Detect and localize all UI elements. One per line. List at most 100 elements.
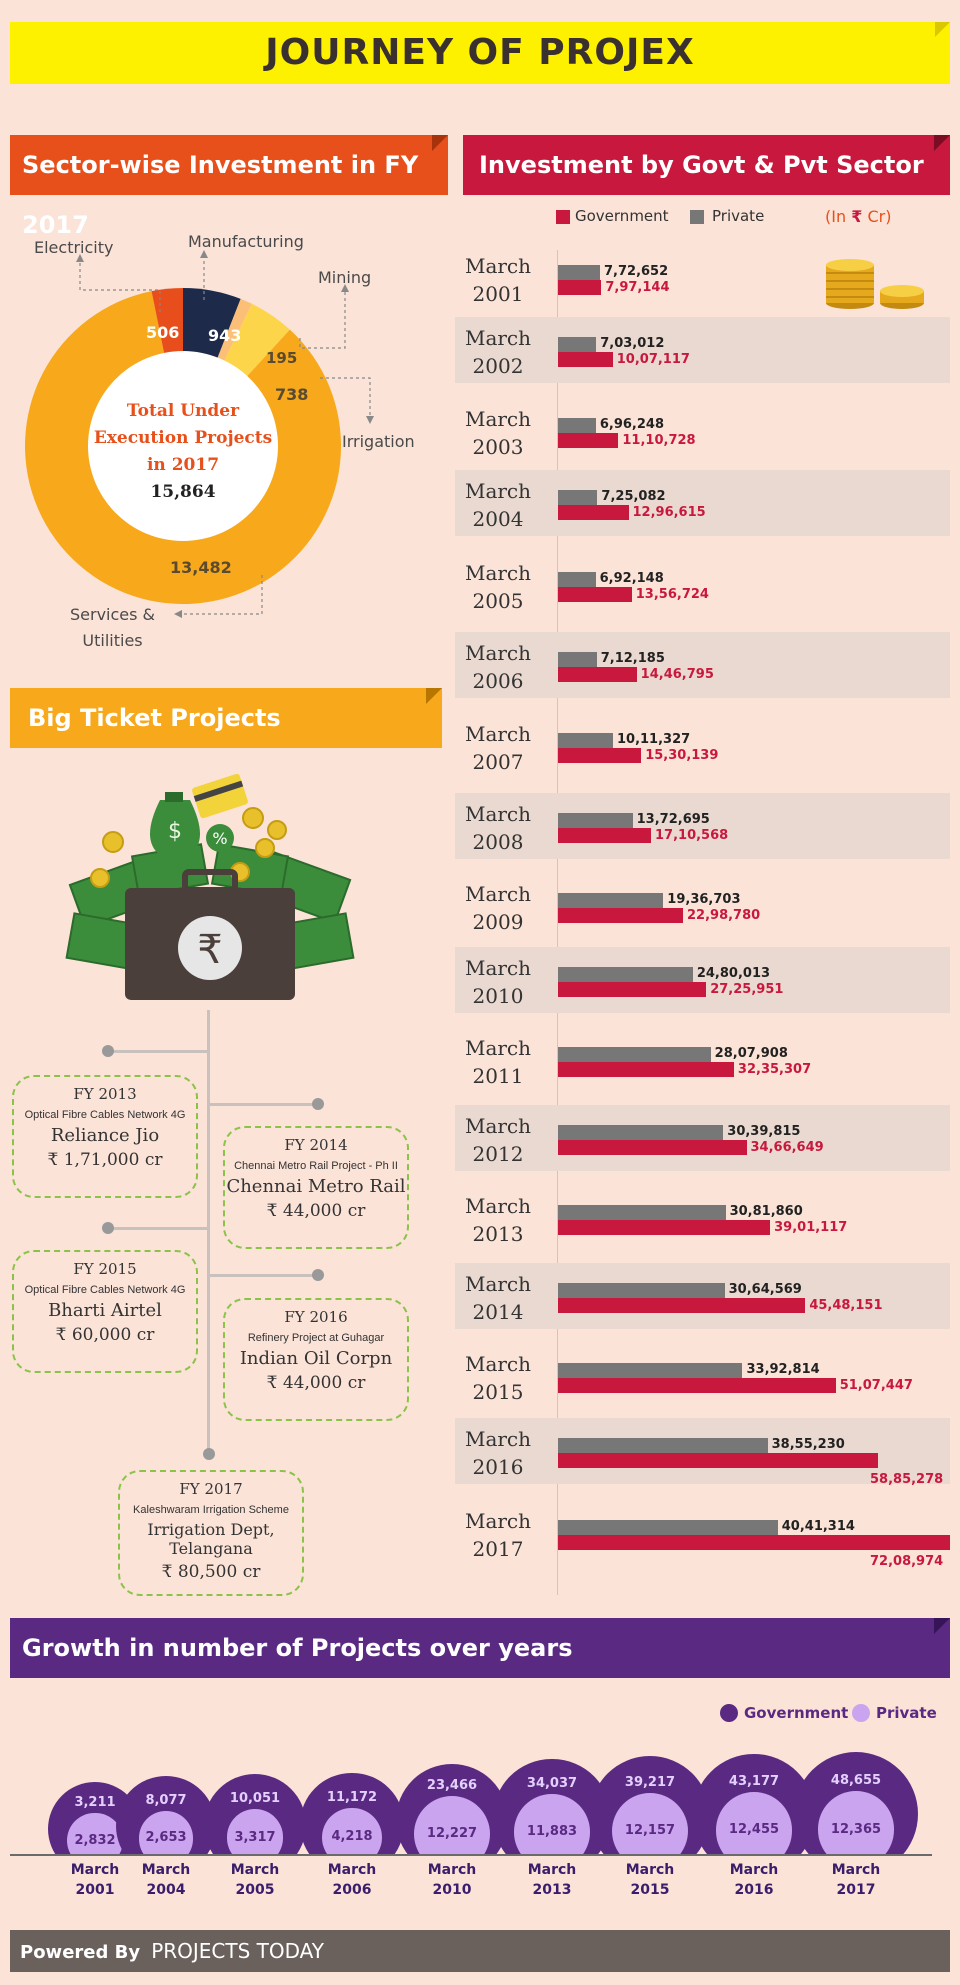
year: 2016 [734,1882,774,1898]
investment-year-label: March 2013 [462,1192,534,1248]
investment-year-label: March 2002 [462,324,534,380]
government-value: 32,35,307 [737,1062,812,1077]
project-desc: Optical Fibre Cables Network 4G [24,1109,186,1121]
sector-heading: Sector-wise Investment in FY 2017 [10,135,448,239]
government-bar [558,1453,879,1468]
government-bar [558,1220,771,1235]
private-value: 28,07,908 [714,1046,788,1061]
growth-year-label: March 2004 [126,1860,206,1900]
month: March [141,1862,191,1878]
legend-pvt-label: Private [712,207,765,225]
project-fy: FY 2016 [284,1308,348,1326]
government-value: 27,25,951 [710,982,784,997]
investment-row-band [455,793,950,859]
year: 2001 [472,282,524,306]
government-count: 43,177 [728,1774,780,1790]
government-bar [558,1140,747,1155]
month: March [464,1352,532,1376]
private-bar [558,652,597,667]
government-count: 3,211 [74,1794,116,1810]
government-bar [558,587,632,602]
private-value: 19,36,703 [667,892,741,907]
government-bar [558,1298,806,1313]
year: 2004 [472,507,524,531]
unit-suffix: Cr) [867,207,892,226]
year: 2008 [472,830,524,854]
center-line2: Execution Projects [93,428,273,448]
footer-bar: Powered By PROJECTS TODAY [10,1930,950,1972]
investment-year-label: March 2001 [462,252,534,308]
private-value: 7,03,012 [600,336,665,351]
month: March [327,1862,377,1878]
investment-year-label: March 2015 [462,1350,534,1406]
month: March [230,1862,280,1878]
project-card-fy2017: FY 2017 Kaleshwaram Irrigation Scheme Ir… [118,1470,304,1596]
donut-center-label: Total Under Execution Projects in 2017 1… [83,398,283,506]
government-bar [558,433,619,448]
timeline-dot-1 [102,1045,114,1057]
investment-year-label: March 2008 [462,800,534,856]
label-services: Services & Utilities [70,602,155,654]
private-bar [558,813,633,828]
year: 2003 [472,435,524,459]
investment-year-label: March 2010 [462,954,534,1010]
private-value: 10,11,327 [616,732,691,747]
project-name: Bharti Airtel [48,1300,162,1321]
growth-year-label: March 2016 [714,1860,794,1900]
government-value: 58,85,278 [870,1472,944,1487]
private-bar [558,733,613,748]
private-bar [558,337,597,352]
growth-year-label: March 2017 [816,1860,896,1900]
year: 2017 [472,1537,524,1561]
gold-coins-icon [826,259,924,309]
year: 2005 [472,589,524,613]
government-value: 22,98,780 [687,908,761,923]
month: March [464,722,532,746]
money-briefcase-icon: $ % ₹ [65,773,355,1000]
government-value: 34,66,649 [750,1140,824,1155]
government-count: 23,466 [426,1778,478,1794]
project-name: Chennai Metro Rail [226,1176,406,1197]
private-bar [558,1205,726,1220]
government-value: 7,97,144 [605,280,670,295]
investment-heading: Investment by Govt & Pvt Sector [463,135,950,195]
private-count: 12,455 [728,1822,780,1838]
growth-heading: Growth in number of Projects over years [10,1618,950,1678]
timeline-dot-2 [312,1098,324,1110]
private-circle [322,1807,382,1854]
growth-legend-pvt-label: Private [876,1704,937,1722]
svg-text:₹: ₹ [197,927,222,973]
unit-prefix: (In [825,207,847,226]
month: March [831,1862,881,1878]
legend-gov-label: Government [575,207,669,225]
timeline-branch-3 [108,1227,208,1230]
growth-year-label: March 2006 [312,1860,392,1900]
investment-year-label: March 2017 [462,1507,534,1563]
project-fy: FY 2013 [73,1085,137,1103]
private-circle [817,1791,895,1854]
investment-year-label: March 2006 [462,639,534,695]
seg-value-services: 13,482 [170,558,232,577]
month: March [464,326,532,350]
project-card-fy2015: FY 2015 Optical Fibre Cables Network 4G … [12,1250,198,1373]
government-value: 10,07,117 [616,352,690,367]
year: 2006 [472,669,524,693]
private-circle [67,1812,123,1854]
growth-heading-fold [934,1618,950,1634]
title-fold [935,22,950,37]
government-value: 39,01,117 [774,1220,848,1235]
project-fy: FY 2015 [73,1260,137,1278]
investment-year-label: March 2012 [462,1112,534,1168]
private-circle [612,1793,688,1854]
growth-legend-gov-dot [720,1704,738,1722]
project-cost: ₹ 80,500 cr [161,1562,261,1582]
growth-year-label: March 2013 [512,1860,592,1900]
seg-value-irrigation: 738 [275,385,309,404]
year: 2005 [235,1882,275,1898]
year: 2013 [532,1882,572,1898]
legend-pvt-swatch [690,210,704,224]
label-irrigation: Irrigation [342,432,415,451]
government-value: 17,10,568 [655,828,729,843]
center-value: 15,864 [150,482,216,502]
month: March [464,1509,532,1533]
